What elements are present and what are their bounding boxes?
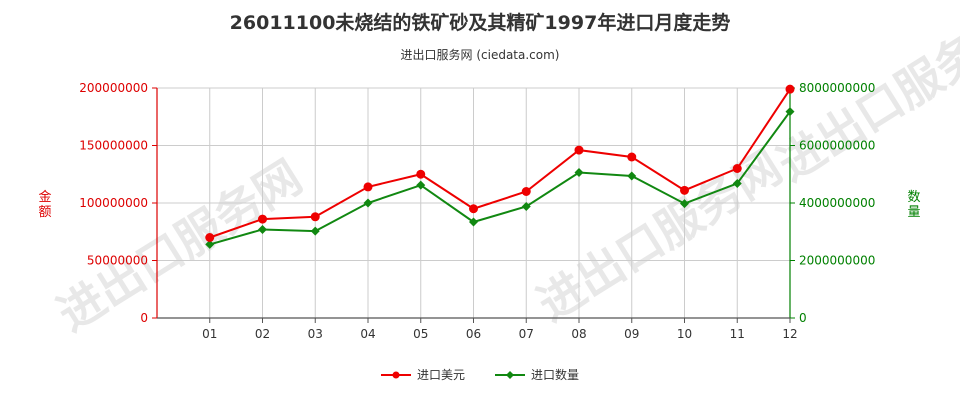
x-axis-tick-label: 01 — [202, 327, 217, 341]
right-axis-tick-label: 4000000000 — [799, 196, 875, 210]
x-axis-tick-label: 06 — [466, 327, 481, 341]
data-point-usd — [469, 204, 478, 214]
data-point-usd — [363, 182, 373, 192]
data-point-usd — [416, 169, 426, 179]
data-point-quantity — [205, 239, 215, 249]
data-point-quantity — [680, 199, 689, 209]
x-axis-tick-label: 09 — [624, 327, 639, 341]
left-axis-title: 金额 — [38, 190, 52, 220]
series-line-usd — [209, 88, 791, 239]
x-axis-tick-label: 05 — [413, 327, 428, 341]
data-point-quantity — [258, 224, 267, 234]
x-axis-tick-label: 12 — [782, 327, 797, 341]
chart-subtitle: 进出口服务网 (ciedata.com) — [400, 48, 560, 62]
data-point-quantity — [785, 107, 795, 117]
x-axis-tick-label: 08 — [571, 327, 586, 341]
data-point-usd — [785, 84, 795, 94]
left-axis-tick-label: 200000000 — [79, 81, 148, 95]
right-axis-tick-label: 6000000000 — [799, 139, 875, 153]
right-axis-title: 数量 — [907, 190, 921, 220]
legend-marker-usd — [380, 371, 411, 378]
x-axis-tick-label: 11 — [730, 327, 745, 341]
data-point-quantity — [627, 171, 637, 181]
legend-label-qty: 进口数量 — [531, 368, 580, 382]
legend-item-qty[interactable]: 进口数量 — [495, 366, 579, 383]
left-axis-tick-label: 150000000 — [79, 139, 148, 153]
legend: 进口美元 进口数量 — [0, 366, 960, 383]
right-axis-tick-label: 8000000000 — [799, 81, 875, 95]
data-point-quantity — [732, 178, 742, 188]
data-point-quantity — [521, 201, 531, 211]
x-axis-tick-label: 10 — [677, 327, 692, 341]
left-axis-tick-label: 0 — [140, 311, 148, 325]
legend-label-usd: 进口美元 — [416, 368, 465, 382]
data-point-quantity — [469, 217, 478, 227]
x-axis-tick-label: 07 — [519, 327, 534, 341]
data-point-usd — [258, 214, 267, 224]
right-axis-tick-label: 2000000000 — [799, 254, 875, 268]
data-point-usd — [205, 233, 215, 242]
data-point-usd — [627, 152, 637, 162]
data-point-usd — [521, 187, 531, 196]
left-axis-tick-label: 50000000 — [87, 254, 148, 268]
data-point-usd — [732, 164, 742, 173]
x-axis-tick-label: 03 — [308, 327, 323, 341]
series-line-quantity — [209, 110, 791, 246]
x-axis-tick-label: 02 — [255, 327, 270, 341]
data-point-usd — [680, 185, 689, 195]
legend-marker-qty — [495, 370, 525, 379]
legend-item-usd[interactable]: 进口美元 — [380, 366, 465, 383]
data-point-quantity — [416, 180, 426, 190]
data-point-usd — [574, 145, 584, 155]
right-axis-tick-label: 0 — [799, 311, 807, 325]
chart-title: 26011100未烧结的铁矿砂及其精矿1997年进口月度走势 — [229, 12, 731, 34]
data-point-usd — [310, 212, 320, 222]
x-axis-tick-label: 04 — [360, 327, 375, 341]
left-axis-tick-label: 100000000 — [79, 196, 148, 210]
data-point-quantity — [310, 226, 320, 236]
data-point-quantity — [363, 198, 373, 208]
data-point-quantity — [574, 168, 584, 178]
